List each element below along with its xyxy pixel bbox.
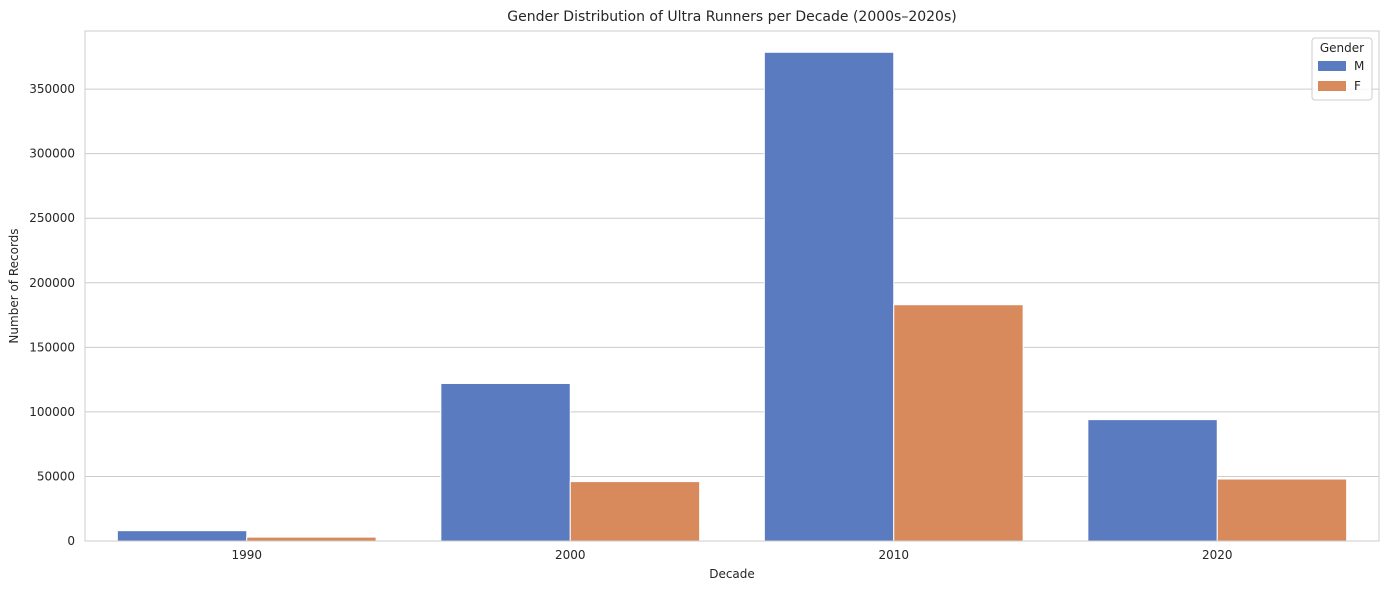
bars xyxy=(116,51,1348,542)
plot-frame xyxy=(84,30,1380,542)
legend: Gender MF xyxy=(1311,37,1373,101)
y-tick-label: 50000 xyxy=(37,469,75,483)
y-tick-label: 200000 xyxy=(29,276,75,290)
bar-m-2000 xyxy=(440,382,571,542)
legend-items: MF xyxy=(1318,59,1364,93)
x-tick-label: 2020 xyxy=(1202,548,1233,562)
gridlines xyxy=(85,88,1379,542)
x-tick-label: 2010 xyxy=(878,548,909,562)
legend-swatch-m xyxy=(1318,61,1346,71)
bar-m-2010 xyxy=(763,51,895,542)
bar-m-2020 xyxy=(1087,419,1218,542)
x-tick-label: 1990 xyxy=(231,548,262,562)
chart-title: Gender Distribution of Ultra Runners per… xyxy=(507,9,956,25)
legend-title: Gender xyxy=(1320,41,1364,55)
bar-f-2010 xyxy=(893,304,1024,542)
legend-label-f: F xyxy=(1354,79,1361,93)
y-tick-labels: 0 50000 100000 150000 200000 250000 300000 3500… xyxy=(29,82,75,548)
x-tick-labels: 1990 2000 2010 2020 xyxy=(231,548,1232,562)
y-tick-label: 250000 xyxy=(29,211,75,225)
bar-f-1990 xyxy=(246,536,377,542)
legend-label-m: M xyxy=(1354,59,1364,73)
bar-m-1990 xyxy=(116,530,248,542)
x-axis-label: Decade xyxy=(709,567,755,581)
bar-f-2000 xyxy=(569,481,701,542)
y-tick-label: 0 xyxy=(67,534,75,548)
legend-swatch-f xyxy=(1318,81,1346,91)
axes xyxy=(84,30,1380,542)
y-tick-label: 150000 xyxy=(29,340,75,354)
y-tick-label: 350000 xyxy=(29,82,75,96)
y-tick-label: 100000 xyxy=(29,405,75,419)
y-axis-label: Number of Records xyxy=(7,228,21,343)
y-tick-label: 300000 xyxy=(29,147,75,161)
x-tick-label: 2000 xyxy=(555,548,586,562)
bar-f-2020 xyxy=(1216,478,1348,542)
